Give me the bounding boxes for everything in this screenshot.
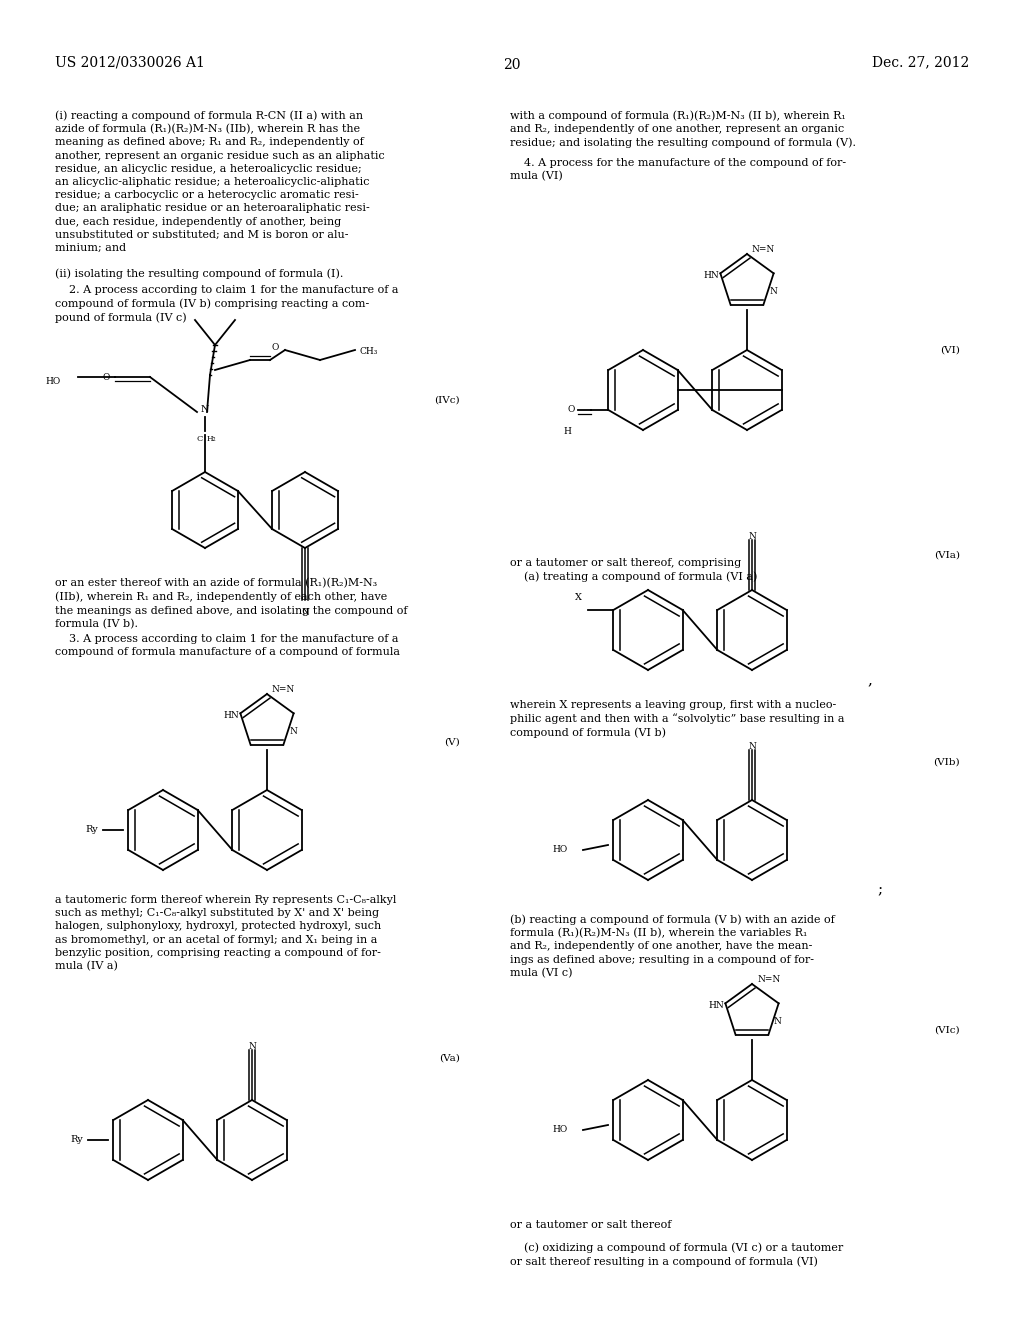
Text: H: H xyxy=(563,428,571,437)
Text: HO: HO xyxy=(45,378,60,387)
Text: N: N xyxy=(289,727,297,737)
Text: HO: HO xyxy=(553,846,568,854)
Text: (IVc): (IVc) xyxy=(434,396,460,404)
Text: (c) oxidizing a compound of formula (VI c) or a tautomer
or salt thereof resulti: (c) oxidizing a compound of formula (VI … xyxy=(510,1242,843,1267)
Text: US 2012/0330026 A1: US 2012/0330026 A1 xyxy=(55,55,205,69)
Text: N: N xyxy=(769,288,777,297)
Text: a tautomeric form thereof wherein Ry represents C₁-C₈-alkyl
such as methyl; C₁-C: a tautomeric form thereof wherein Ry rep… xyxy=(55,895,396,972)
Text: (i) reacting a compound of formula R-CN (II a) with an
azide of formula (R₁)(R₂): (i) reacting a compound of formula R-CN … xyxy=(55,110,385,253)
Text: CH₃: CH₃ xyxy=(360,347,379,356)
Text: (V): (V) xyxy=(444,738,460,747)
Text: HO: HO xyxy=(553,1126,568,1134)
Text: O: O xyxy=(102,372,110,381)
Text: (ii) isolating the resulting compound of formula (I).: (ii) isolating the resulting compound of… xyxy=(55,268,343,279)
Text: Ry: Ry xyxy=(71,1135,83,1144)
Text: HN: HN xyxy=(223,711,239,721)
Text: Ry: Ry xyxy=(85,825,98,834)
Text: ,: , xyxy=(867,673,872,686)
Text: (VI): (VI) xyxy=(940,346,961,355)
Text: HN: HN xyxy=(703,272,719,281)
Text: X: X xyxy=(574,593,582,602)
Text: with a compound of formula (R₁)(R₂)M-N₃ (II b), wherein R₁
and R₂, independently: with a compound of formula (R₁)(R₂)M-N₃ … xyxy=(510,110,856,148)
Text: (b) reacting a compound of formula (V b) with an azide of
formula (R₁)(R₂)M-N₃ (: (b) reacting a compound of formula (V b)… xyxy=(510,913,835,978)
Text: N: N xyxy=(248,1041,256,1051)
Text: 3. A process according to claim 1 for the manufacture of a
compound of formula m: 3. A process according to claim 1 for th… xyxy=(55,634,400,657)
Text: N=N: N=N xyxy=(752,246,775,255)
Text: 4. A process for the manufacture of the compound of for-
mula (VI): 4. A process for the manufacture of the … xyxy=(510,158,846,182)
Text: H₂: H₂ xyxy=(207,436,217,444)
Text: N=N: N=N xyxy=(272,685,295,694)
Text: (VIb): (VIb) xyxy=(933,758,961,767)
Text: wherein X represents a leaving group, first with a nucleo-
philic agent and then: wherein X represents a leaving group, fi… xyxy=(510,700,845,738)
Text: N: N xyxy=(301,609,309,616)
Text: Dec. 27, 2012: Dec. 27, 2012 xyxy=(871,55,969,69)
Text: N: N xyxy=(201,405,209,414)
Text: or an ester thereof with an azide of formula (R₁)(R₂)M-N₃
(IIb), wherein R₁ and : or an ester thereof with an azide of for… xyxy=(55,578,408,630)
Text: N=N: N=N xyxy=(757,975,780,985)
Text: or a tautomer or salt thereof: or a tautomer or salt thereof xyxy=(510,1220,672,1230)
Text: N: N xyxy=(749,532,756,541)
Text: HN: HN xyxy=(709,1002,724,1011)
Text: N: N xyxy=(774,1018,782,1027)
Text: O: O xyxy=(567,405,575,414)
Text: 20: 20 xyxy=(503,58,521,73)
Text: 2. A process according to claim 1 for the manufacture of a
compound of formula (: 2. A process according to claim 1 for th… xyxy=(55,285,398,323)
Text: (Va): (Va) xyxy=(439,1053,460,1063)
Text: C: C xyxy=(197,436,203,444)
Text: O: O xyxy=(272,343,280,352)
Text: (VIc): (VIc) xyxy=(934,1026,961,1035)
Text: ;: ; xyxy=(878,883,883,898)
Text: or a tautomer or salt thereof, comprising
    (a) treating a compound of formula: or a tautomer or salt thereof, comprisin… xyxy=(510,558,758,582)
Text: N: N xyxy=(749,742,756,751)
Text: (VIa): (VIa) xyxy=(934,550,961,560)
